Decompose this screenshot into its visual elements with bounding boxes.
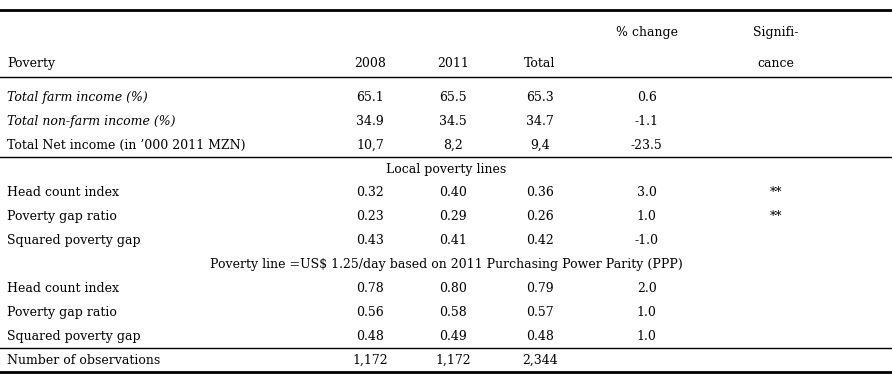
Text: 0.48: 0.48: [525, 330, 554, 343]
Text: Total Net income (in ’000 2011 MZN): Total Net income (in ’000 2011 MZN): [7, 139, 245, 152]
Text: 0.41: 0.41: [439, 234, 467, 247]
Text: 0.48: 0.48: [356, 330, 384, 343]
Text: 1,172: 1,172: [352, 353, 388, 367]
Text: 0.43: 0.43: [356, 234, 384, 247]
Text: Poverty gap ratio: Poverty gap ratio: [7, 210, 117, 223]
Text: 9,4: 9,4: [530, 139, 549, 152]
Text: 3.0: 3.0: [637, 186, 657, 199]
Text: 34.5: 34.5: [439, 115, 467, 128]
Text: 10,7: 10,7: [356, 139, 384, 152]
Text: 0.6: 0.6: [637, 91, 657, 104]
Text: 0.32: 0.32: [356, 186, 384, 199]
Text: 2011: 2011: [437, 57, 469, 70]
Text: 0.57: 0.57: [526, 306, 553, 319]
Text: 0.49: 0.49: [439, 330, 467, 343]
Text: Number of observations: Number of observations: [7, 353, 161, 367]
Text: 0.42: 0.42: [525, 234, 554, 247]
Text: 0.40: 0.40: [439, 186, 467, 199]
Text: Local poverty lines: Local poverty lines: [386, 162, 506, 176]
Text: Squared poverty gap: Squared poverty gap: [7, 234, 141, 247]
Text: 1.0: 1.0: [637, 330, 657, 343]
Text: -1.0: -1.0: [635, 234, 658, 247]
Text: 65.1: 65.1: [356, 91, 384, 104]
Text: Poverty gap ratio: Poverty gap ratio: [7, 306, 117, 319]
Text: 8,2: 8,2: [443, 139, 463, 152]
Text: Poverty line =US$ 1.25/day based on 2011 Purchasing Power Parity (PPP): Poverty line =US$ 1.25/day based on 2011…: [210, 258, 682, 271]
Text: Signifi-: Signifi-: [754, 26, 798, 39]
Text: 2,344: 2,344: [522, 353, 558, 367]
Text: **: **: [770, 186, 782, 199]
Text: 0.56: 0.56: [356, 306, 384, 319]
Text: 2.0: 2.0: [637, 282, 657, 295]
Text: 0.80: 0.80: [439, 282, 467, 295]
Text: Squared poverty gap: Squared poverty gap: [7, 330, 141, 343]
Text: 1.0: 1.0: [637, 210, 657, 223]
Text: cance: cance: [757, 57, 795, 70]
Text: **: **: [770, 210, 782, 223]
Text: 65.5: 65.5: [440, 91, 467, 104]
Text: 0.78: 0.78: [356, 282, 384, 295]
Text: % change: % change: [615, 26, 678, 39]
Text: Total farm income (%): Total farm income (%): [7, 91, 148, 104]
Text: 0.58: 0.58: [439, 306, 467, 319]
Text: 34.9: 34.9: [356, 115, 384, 128]
Text: 1.0: 1.0: [637, 306, 657, 319]
Text: -1.1: -1.1: [635, 115, 658, 128]
Text: 0.36: 0.36: [525, 186, 554, 199]
Text: 1,172: 1,172: [435, 353, 471, 367]
Text: Total non-farm income (%): Total non-farm income (%): [7, 115, 176, 128]
Text: 2008: 2008: [354, 57, 386, 70]
Text: 0.29: 0.29: [440, 210, 467, 223]
Text: -23.5: -23.5: [631, 139, 663, 152]
Text: Total: Total: [524, 57, 556, 70]
Text: Head count index: Head count index: [7, 186, 120, 199]
Text: Poverty: Poverty: [7, 57, 55, 70]
Text: 0.23: 0.23: [356, 210, 384, 223]
Text: 34.7: 34.7: [525, 115, 554, 128]
Text: 65.3: 65.3: [525, 91, 554, 104]
Text: 0.79: 0.79: [526, 282, 553, 295]
Text: 0.26: 0.26: [525, 210, 554, 223]
Text: Head count index: Head count index: [7, 282, 120, 295]
